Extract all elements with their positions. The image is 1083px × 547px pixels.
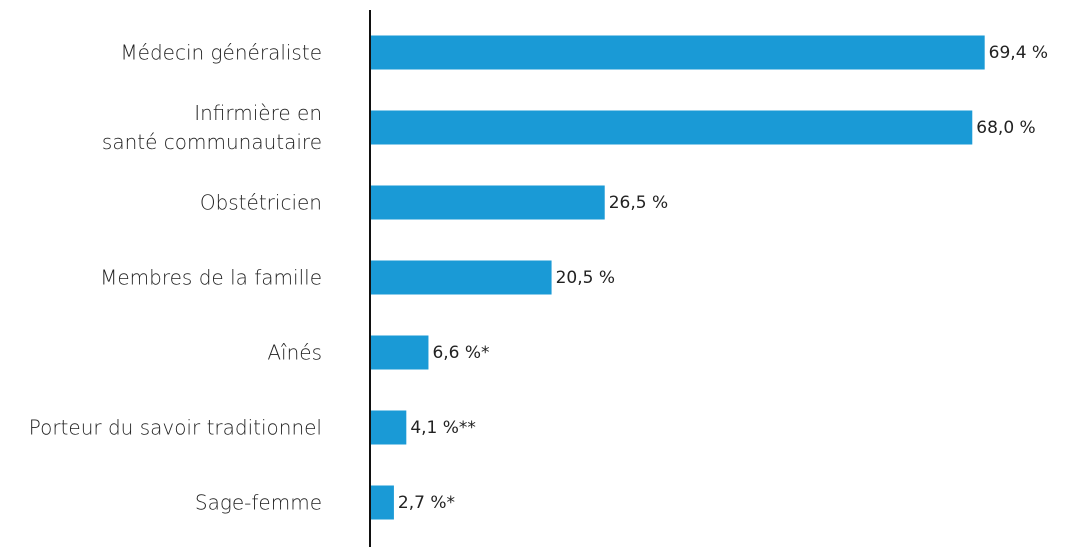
bar [370,260,552,295]
bar [370,485,394,520]
value-label: 20,5 % [555,267,615,288]
value-label: 2,7 %* [397,492,455,513]
bar [370,335,429,370]
category-label: Médecin généraliste [120,40,322,64]
category-label: Obstétricien [199,190,322,214]
value-label: 68,0 % [976,117,1036,138]
category-label: Infirmière en santé communautaire [101,100,322,154]
category-label: Porteur du savoir traditionnel [28,415,322,439]
value-label: 26,5 % [608,192,669,213]
bar [370,185,605,220]
bar [370,410,407,445]
bar [370,110,973,145]
bar [370,35,985,70]
value-label: 4,1 %** [410,417,476,438]
value-label: 6,6 %* [432,342,490,363]
value-label: 69,4 % [988,42,1049,63]
category-label: Sage-femme [194,490,322,514]
category-label: Aînés [267,340,322,364]
category-label: Membres de la famille [100,265,322,289]
